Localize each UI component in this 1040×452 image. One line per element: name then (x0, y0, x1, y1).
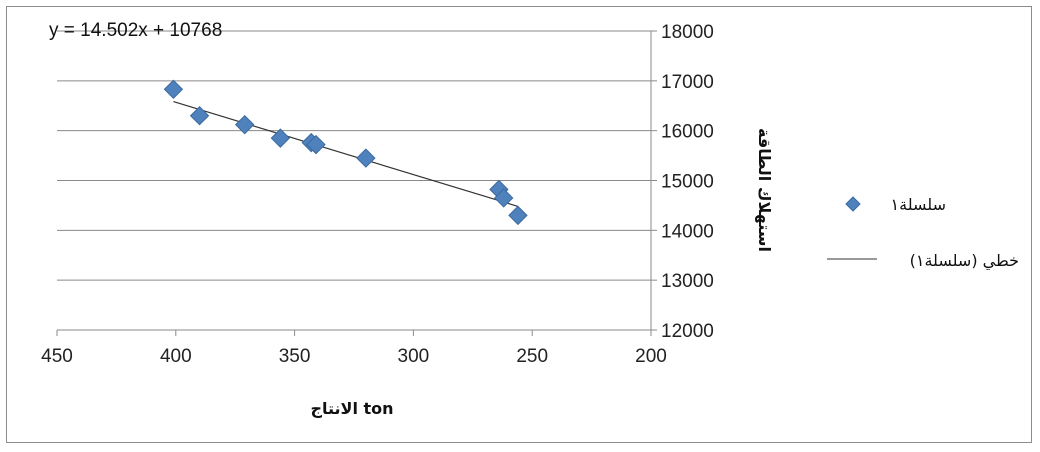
y-tick-label: 14000 (661, 221, 714, 242)
data-point (493, 188, 514, 208)
gridlines (57, 30, 651, 331)
x-tick-label: 450 (41, 346, 73, 367)
x-axis-title: الانتاج ton (310, 399, 393, 418)
data-points (163, 79, 528, 226)
axes (56, 30, 657, 336)
legend-diamond-marker (845, 196, 861, 212)
legend-series-label: سلسلة١ (891, 195, 946, 214)
data-point (270, 128, 291, 148)
x-tick-label: 300 (398, 346, 430, 367)
y-tick-label: 16000 (661, 122, 714, 143)
trendline-equation: y = 14.502x + 10768 (49, 20, 222, 41)
x-tick-label: 350 (279, 346, 311, 367)
x-tick-label: 400 (160, 346, 192, 367)
trendline-layer (173, 101, 519, 207)
y-tick-label: 17000 (661, 72, 714, 93)
tick-labels: 18000 17000 16000 15000 14000 13000 12000 450 40… (41, 22, 714, 367)
data-point (508, 205, 528, 226)
y-tick-label: 12000 (661, 321, 714, 342)
trendline (173, 101, 519, 207)
chart-frame: 18000 17000 16000 15000 14000 13000 12000 450 40… (6, 6, 1032, 443)
x-tick-label: 250 (516, 346, 548, 367)
y-axis-title: استهلاك الطاقة (755, 128, 774, 252)
legend: سلسلة١ خطي (سلسلة١) (827, 195, 1019, 271)
data-point (306, 134, 326, 155)
data-point (189, 106, 210, 126)
y-tick-label: 15000 (661, 172, 714, 193)
x-tick-label: 200 (635, 346, 667, 367)
legend-trendline-label: خطي (سلسلة١) (910, 251, 1019, 271)
scatter-chart: 18000 17000 16000 15000 14000 13000 12000 450 40… (41, 20, 1019, 418)
y-tick-label: 18000 (661, 22, 714, 43)
data-point (356, 148, 376, 168)
data-point (163, 79, 184, 100)
data-point (234, 114, 255, 135)
y-tick-label: 13000 (661, 271, 714, 292)
